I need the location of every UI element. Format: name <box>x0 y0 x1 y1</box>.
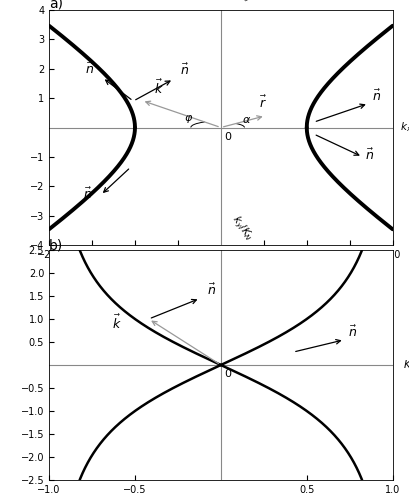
Text: $\vec{k}$: $\vec{k}$ <box>112 314 121 332</box>
Text: $k_y / K_0$: $k_y / K_0$ <box>227 0 254 6</box>
Text: $\vec{r}$: $\vec{r}$ <box>258 95 267 112</box>
Text: $k_x / K_0$: $k_x / K_0$ <box>400 120 409 134</box>
Text: $\varphi$: $\varphi$ <box>184 112 193 124</box>
Text: $\alpha$: $\alpha$ <box>242 116 251 126</box>
Text: $\vec{k}$: $\vec{k}$ <box>154 78 164 96</box>
Text: a): a) <box>49 0 63 11</box>
Text: $\vec{n}$: $\vec{n}$ <box>180 63 189 78</box>
Text: $\vec{n}$: $\vec{n}$ <box>85 62 94 77</box>
Text: 0: 0 <box>224 368 231 378</box>
Text: $\vec{n}$: $\vec{n}$ <box>207 283 217 298</box>
Text: 0: 0 <box>224 132 231 142</box>
Text: $\vec{n}$: $\vec{n}$ <box>348 325 357 340</box>
Text: $K_x/K_N$: $K_x/K_N$ <box>403 358 409 372</box>
Text: $\vec{n}$: $\vec{n}$ <box>372 89 382 104</box>
Text: b): b) <box>49 238 63 252</box>
Text: $\vec{n}$: $\vec{n}$ <box>83 187 93 202</box>
Text: $\vec{n}$: $\vec{n}$ <box>365 148 375 163</box>
Text: $k_y/K_N$: $k_y/K_N$ <box>228 213 256 244</box>
